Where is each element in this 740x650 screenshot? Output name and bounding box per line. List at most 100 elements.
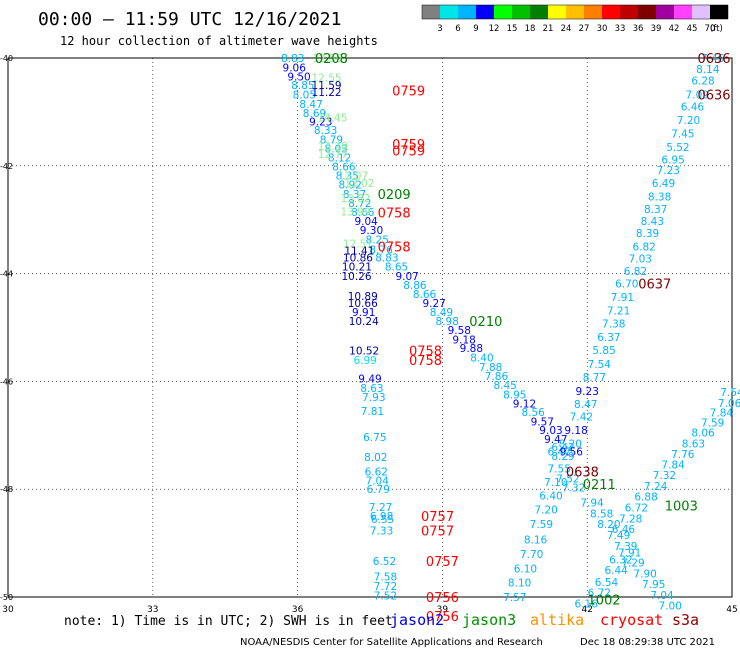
colorbar-frame (421, 4, 729, 20)
swh-value: 6.98 (370, 511, 393, 523)
footer-timestamp: Dec 18 08:29:38 UTC 2021 (580, 637, 715, 648)
x-tick-label: 45 (726, 605, 737, 615)
swh-value: 10.24 (349, 316, 379, 328)
swh-value: 6.72 (625, 503, 648, 515)
legend-s3a: s3a (672, 611, 699, 629)
swh-value: 8.35 (336, 171, 359, 183)
swh-value: 11.59 (312, 80, 342, 92)
swh-value: 7.39 (614, 541, 637, 553)
pass-time: 0208 (315, 52, 348, 67)
pass-time: 0756 (426, 591, 459, 606)
x-tick-label: 33 (147, 605, 158, 615)
swh-value: 9.12 (513, 398, 536, 410)
y-tick-label: -42 (0, 162, 13, 171)
swh-value: 7.10 (544, 477, 567, 489)
swh-value: 7.91 (611, 292, 634, 304)
pass-time: 0757 (421, 525, 454, 540)
swh-value: 8.45 (493, 380, 516, 392)
swh-points: 8.839.069.508.858.058.478.699.238.338.79… (281, 53, 740, 613)
swh-value: 8.02 (364, 452, 387, 464)
pass-time: 0757 (426, 555, 459, 570)
colorbar-swatch (440, 5, 458, 19)
swh-value: 12.56 (312, 53, 342, 65)
swh-value: 12.07 (338, 171, 368, 183)
swh-value: 9.88 (460, 343, 483, 355)
colorbar-swatch (656, 5, 674, 19)
pass-time: 0759 (392, 145, 425, 160)
swh-value: 10.52 (349, 346, 379, 358)
colorbar-label: 18 (525, 24, 536, 34)
swh-value: 8.79 (320, 134, 343, 146)
colorbar-swatch (494, 5, 512, 19)
swh-value: 6.46 (612, 524, 636, 536)
swh-value: 9.27 (422, 298, 445, 310)
swh-value: 8.69 (303, 108, 326, 120)
swh-value: 8.72 (348, 198, 371, 210)
colorbar-unit: (ft) (710, 24, 723, 34)
swh-value: 8.66 (413, 289, 437, 301)
y-tick-label: -40 (0, 54, 13, 63)
swh-value: 7.09 (686, 90, 709, 102)
swh-value: 11.41 (344, 245, 374, 257)
swh-value: 8.43 (641, 216, 664, 228)
swh-value: 8.58 (590, 508, 613, 520)
swh-value: 8.03 (325, 144, 348, 156)
swh-value: 8.86 (403, 280, 427, 292)
swh-value: 7.32 (562, 483, 585, 495)
swh-value: 8.63 (360, 383, 383, 395)
swh-value: 9.07 (395, 271, 418, 283)
swh-value: 13.82 (340, 193, 370, 205)
swh-value: 7.95 (642, 579, 665, 591)
swh-value: 7.38 (602, 319, 625, 331)
swh-value: 7.03 (629, 254, 652, 266)
swh-value: 10.66 (348, 298, 378, 310)
swh-value: 6.46 (681, 102, 705, 114)
swh-value: 8.20 (597, 519, 620, 531)
swh-value: 7.55 (548, 464, 571, 476)
swh-value: 8.47 (574, 399, 597, 411)
pass-time-labels: 0208075907590759020907580758021007580758… (315, 52, 731, 625)
swh-value: 9.58 (448, 325, 471, 337)
colorbar-swatch (674, 5, 692, 19)
swh-value: 7.81 (361, 406, 384, 418)
swh-value: 7.72 (374, 581, 397, 593)
colorbar-swatch (638, 5, 656, 19)
x-tick-label: 42 (581, 605, 592, 615)
legend-altika: altika (530, 611, 584, 629)
swh-value: 6.72 (588, 588, 611, 600)
swh-value: 7.49 (607, 530, 630, 542)
swh-value: 8.98 (436, 316, 459, 328)
pass-time: 0210 (469, 315, 502, 330)
swh-value: 12.51 (343, 238, 373, 250)
swh-value: 6.40 (539, 491, 562, 503)
swh-value: 7.46 (701, 53, 725, 65)
swh-value: 8.66 (332, 161, 356, 173)
legend-jason3: jason3 (462, 611, 516, 629)
swh-value: 8.10 (508, 577, 531, 589)
swh-value: 5.85 (592, 345, 615, 357)
swh-value: 8.47 (299, 99, 322, 111)
swh-value: 7.90 (633, 568, 656, 580)
swh-value: 7.20 (677, 115, 700, 127)
swh-value: 7.21 (607, 305, 630, 317)
swh-value: 7.93 (362, 392, 385, 404)
swh-value: 9.91 (352, 307, 375, 319)
swh-value: 8.77 (583, 372, 606, 384)
pass-time: 0636 (697, 89, 730, 104)
colorbar-swatch (476, 5, 494, 19)
swh-value: 10.26 (341, 271, 371, 283)
swh-value: 11.22 (312, 87, 342, 99)
swh-value: 9.49 (358, 374, 381, 386)
colorbar-legend: 3 6 9 12 15 18 21 24 27 30 33 36 39 42 45 70(ft) (421, 4, 729, 34)
y-axis-ticks: -40 -42 -44 -46 -48 -50 (0, 54, 13, 602)
y-tick-label: -50 (0, 593, 13, 602)
legend-jason2: jason2 (390, 611, 444, 629)
colorbar-label: 42 (669, 24, 680, 34)
swh-value: 8.14 (696, 64, 720, 76)
swh-value: 7.86 (485, 371, 509, 383)
swh-value: 6.99 (353, 355, 376, 367)
pass-time: 0637 (638, 277, 671, 292)
colorbar-label: 24 (561, 24, 572, 34)
swh-value: 8.37 (343, 189, 366, 201)
swh-value: 7.32 (653, 470, 676, 482)
